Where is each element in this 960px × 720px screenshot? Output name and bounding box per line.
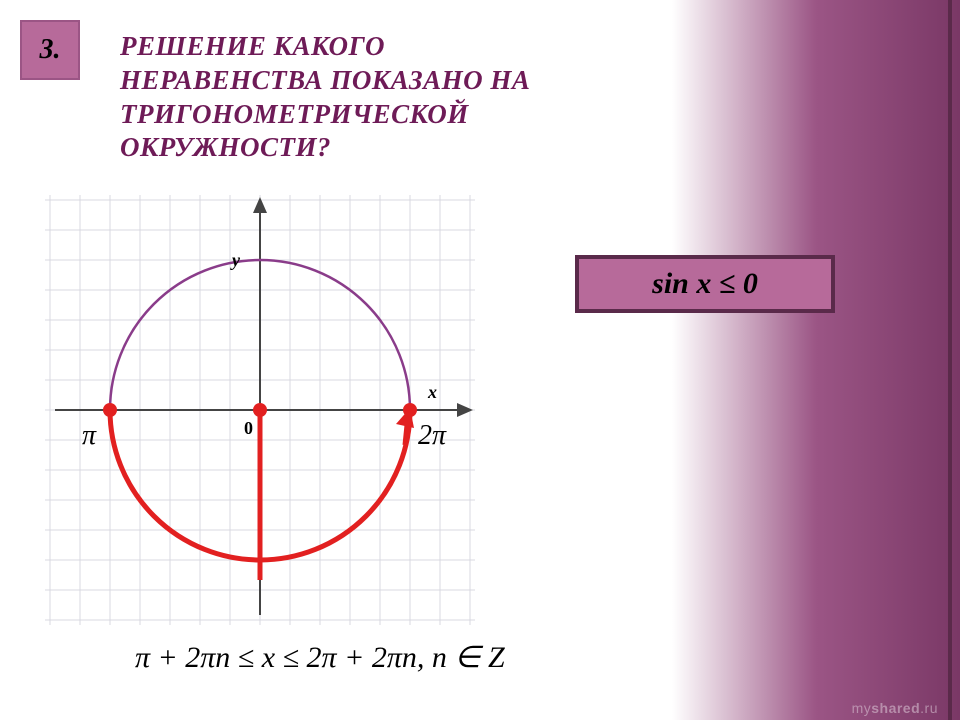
watermark: myshared.ru [852,700,938,716]
solution-formula: π + 2πn ≤ x ≤ 2π + 2πn, n ∈ Z [135,640,505,675]
svg-text:2π: 2π [418,420,447,451]
answer-text: sin x ≤ 0 [652,267,758,301]
svg-text:0: 0 [244,418,253,438]
svg-text:y: y [230,250,241,270]
svg-text:π: π [82,420,97,451]
question-number: 3. [40,34,61,66]
watermark-part2: shared [871,700,920,716]
question-number-badge: 3. [20,20,80,80]
trig-circle-chart: y x 0 π 2π [45,195,475,625]
answer-box: sin x ≤ 0 [575,255,835,313]
question-title: РЕШЕНИЕ КАКОГО НЕРАВЕНСТВА ПОКАЗАНО НА Т… [120,30,820,165]
svg-text:x: x [427,382,437,402]
watermark-part1: my [852,700,872,716]
right-accent-stripe [948,0,952,720]
watermark-part3: .ru [920,700,938,716]
